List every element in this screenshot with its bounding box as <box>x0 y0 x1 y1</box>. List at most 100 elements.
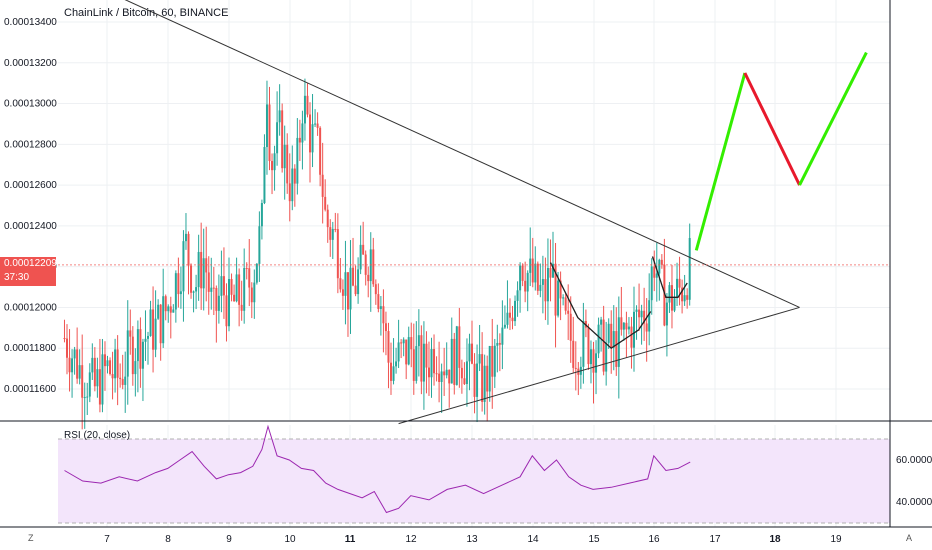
candle-body <box>410 337 413 350</box>
candle-body <box>635 309 638 312</box>
candle-body <box>564 297 567 311</box>
x-tick-label: 14 <box>527 534 539 545</box>
candle-body <box>182 241 185 292</box>
candle-body <box>134 361 137 375</box>
x-tick-label: 18 <box>769 534 781 545</box>
y-tick-label: 0.00012600 <box>4 180 57 191</box>
candle-body <box>202 258 205 289</box>
candle-body <box>298 137 301 143</box>
candle-body <box>149 309 152 336</box>
candle-body <box>248 268 251 288</box>
candle-body <box>443 371 446 376</box>
candle-body <box>159 304 162 344</box>
candle-body <box>293 168 296 184</box>
candle-body <box>276 122 279 154</box>
candle-body <box>126 330 129 377</box>
candle-body <box>341 289 344 296</box>
candle-body <box>339 278 342 290</box>
candle-body <box>121 379 124 385</box>
candle-body <box>131 336 134 375</box>
candle-body <box>496 342 499 346</box>
candle-body <box>676 278 679 299</box>
candle-body <box>283 144 286 169</box>
candle-body <box>541 279 544 285</box>
candle-body <box>352 267 355 286</box>
candle-body <box>346 272 349 310</box>
candle-body <box>374 284 377 295</box>
trendline-lower <box>398 306 800 425</box>
candle-body <box>678 278 681 288</box>
candle-body <box>417 335 420 347</box>
candle-body <box>103 354 106 367</box>
candle-body <box>524 280 527 292</box>
candle-body <box>425 343 428 368</box>
candle-body <box>597 324 600 354</box>
candle-body <box>172 309 175 313</box>
candle-body <box>478 354 481 364</box>
candle-body <box>546 268 549 302</box>
candle-body <box>268 104 271 162</box>
forecast-line-up <box>694 72 747 251</box>
candle-body <box>600 319 603 325</box>
candle-body <box>562 297 565 299</box>
forecast-line-up <box>798 51 868 186</box>
candle-body <box>529 258 532 273</box>
candle-body <box>344 272 347 296</box>
candle-body <box>362 244 365 255</box>
candle-body <box>222 276 225 296</box>
candle-body <box>233 294 236 302</box>
trendline-upper <box>124 0 800 308</box>
candle-body <box>152 309 155 350</box>
candle-body <box>78 365 81 379</box>
candle-body <box>630 326 633 348</box>
candle-body <box>129 330 132 337</box>
candle-body <box>539 284 542 291</box>
candle-body <box>572 340 575 368</box>
candle-body <box>645 323 648 332</box>
candle-body <box>184 233 187 242</box>
candle-body <box>392 366 395 381</box>
candle-body <box>106 360 109 367</box>
candle-body <box>306 95 309 115</box>
candle-body <box>473 363 476 397</box>
candle-body <box>686 295 689 300</box>
time-zone-icon[interactable]: Z <box>28 533 34 543</box>
candle-body <box>498 342 501 345</box>
candle-body <box>334 228 337 230</box>
candle-body <box>273 153 276 171</box>
candle-body <box>574 367 577 369</box>
candle-body <box>288 183 291 202</box>
candle-body <box>357 269 360 295</box>
candle-body <box>169 306 172 313</box>
candle-body <box>240 304 243 311</box>
candle-body <box>549 268 552 278</box>
candle-body <box>91 357 94 373</box>
candle-body <box>63 338 66 340</box>
candle-body <box>587 327 590 365</box>
candle-body <box>238 274 241 305</box>
current-price-value: 0.00012209 <box>4 258 57 269</box>
candle-body <box>625 322 628 330</box>
candle-body <box>655 273 658 278</box>
auto-scale-button[interactable]: A <box>906 533 913 543</box>
candle-body <box>377 294 380 309</box>
candle-body <box>303 95 306 124</box>
candle-body <box>402 339 405 344</box>
candle-body <box>111 373 114 379</box>
candle-body <box>569 313 572 341</box>
rsi-tick-label: 40.0000 <box>896 497 932 508</box>
x-tick-label: 12 <box>405 534 417 545</box>
candle-body <box>468 343 471 362</box>
candle-body <box>412 349 415 381</box>
candle-body <box>463 378 466 385</box>
candle-body <box>324 196 327 210</box>
chart-title: ChainLink / Bitcoin, 60, BINANCE <box>64 7 229 19</box>
candle-body <box>544 279 547 302</box>
candle-body <box>384 323 387 332</box>
candle-body <box>255 263 258 283</box>
x-tick-label: 15 <box>588 534 600 545</box>
candle-body <box>595 353 598 373</box>
candle-body <box>458 326 461 368</box>
